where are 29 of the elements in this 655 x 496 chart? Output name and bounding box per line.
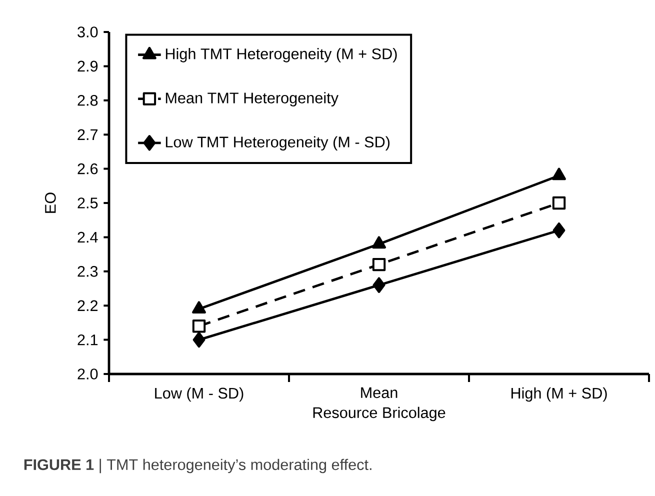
- point: [552, 222, 566, 238]
- legend-label: High TMT Heterogeneity (M + SD): [166, 48, 397, 62]
- y-tick-label: 3.0: [78, 26, 98, 38]
- point: [372, 277, 386, 293]
- point: [192, 301, 206, 314]
- y-tick-label: 2.3: [78, 266, 98, 277]
- point: [372, 258, 386, 272]
- legend-label: Low TMT Heterogeneity (M - SD): [166, 136, 390, 150]
- legend-label: Mean TMT Heterogeneity: [166, 92, 338, 106]
- y-tick-label: 2.4: [78, 232, 98, 243]
- y-tick-label: 2.8: [78, 94, 98, 106]
- x-tick-label: Low (M - SD): [155, 387, 244, 402]
- point: [372, 236, 386, 249]
- point: [192, 332, 206, 348]
- point: [192, 320, 206, 333]
- y-tick-label: 2.6: [78, 163, 98, 174]
- y-tick-label: 2.5: [78, 198, 98, 208]
- point: [552, 168, 566, 180]
- text: FIGURE 1 | TMT heterogeneity’s moderating effect.: [24, 458, 372, 474]
- y-tick-label: 2.2: [78, 300, 98, 311]
- y-axis-title: EO: [44, 192, 56, 213]
- y-tick-label: 2.0: [78, 368, 98, 380]
- y-tick-label: 2.9: [78, 60, 98, 72]
- x-tick-label: Mean: [361, 387, 398, 398]
- y-tick-label: 2.7: [78, 129, 98, 140]
- point: [552, 196, 566, 210]
- x-axis-title: Resource Bricolage: [313, 406, 446, 422]
- x-tick-label: High (M + SD): [511, 387, 607, 402]
- y-tick-label: 2.1: [78, 334, 98, 346]
